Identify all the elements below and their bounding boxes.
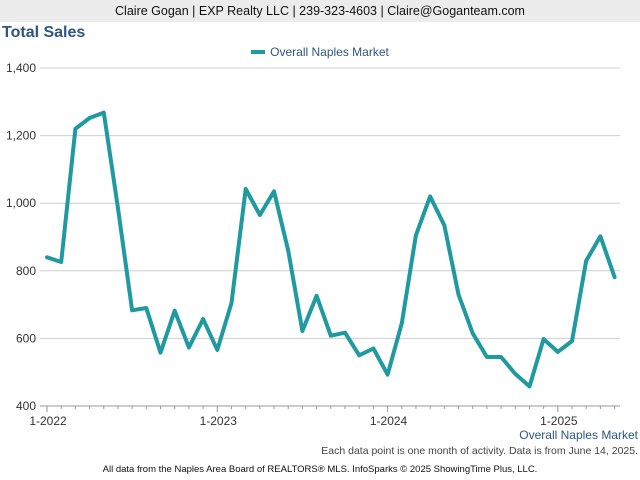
data-point [45, 255, 49, 260]
series-caption: Overall Naples Market [519, 428, 638, 442]
data-point [158, 350, 163, 355]
data-point [116, 206, 120, 211]
x-tick-label: 1-2024 [370, 414, 408, 428]
data-point [371, 346, 376, 351]
data-point [513, 372, 518, 376]
axis-layer: 400 600 800 1,000 1,200 1,400 1-2022 1-2023 1-20… [6, 61, 620, 428]
x-tick-label: 1-2023 [200, 414, 238, 428]
data-point [357, 353, 362, 358]
x-tick-label: 1-2022 [29, 414, 67, 428]
data-point [172, 308, 177, 313]
data-point [229, 301, 234, 305]
chart-title: Total Sales [2, 24, 86, 41]
y-tick-label: 1,000 [6, 196, 36, 210]
data-point [612, 275, 617, 280]
data-point [87, 116, 92, 120]
y-tick-label: 400 [16, 399, 36, 413]
data-point [470, 331, 475, 336]
data-point [314, 294, 319, 298]
series-layer [45, 110, 617, 389]
series-line [45, 110, 617, 389]
data-point [59, 260, 63, 264]
y-tick-label: 1,200 [6, 129, 36, 143]
data-point [300, 329, 305, 333]
data-point [201, 317, 205, 321]
data-point [541, 337, 546, 341]
x-tick-label: 1-2025 [540, 414, 578, 428]
data-point [442, 223, 447, 227]
data-point [102, 110, 106, 115]
data-point [400, 321, 404, 326]
legend-swatch [251, 49, 266, 54]
data-point [187, 345, 191, 350]
data-point [73, 127, 78, 131]
data-point [343, 330, 347, 335]
data-point [556, 350, 560, 354]
y-tick-label: 800 [16, 264, 36, 278]
data-point [414, 233, 418, 238]
data-point [456, 292, 461, 297]
data-point [499, 355, 503, 359]
data-point [485, 355, 489, 359]
data-point [570, 339, 574, 343]
data-point [584, 258, 588, 263]
data-point [428, 194, 432, 199]
footer-credit: All data from the Naples Area Board of R… [102, 464, 538, 475]
data-point [385, 372, 390, 377]
legend-label: Overall Naples Market [270, 45, 389, 59]
data-point [215, 348, 220, 352]
data-point [130, 308, 134, 313]
y-tick-label: 600 [16, 331, 36, 345]
grid-layer [40, 67, 620, 339]
data-point [329, 333, 333, 338]
data-point [272, 189, 276, 194]
legend: Overall Naples Market [0, 45, 640, 59]
data-point [243, 187, 248, 191]
data-note: Each data point is one month of activity… [321, 445, 638, 457]
y-tick-label: 1,400 [6, 61, 36, 75]
contact-header: Claire Gogan | EXP Realty LLC | 239-323-… [0, 0, 640, 22]
data-point [598, 234, 603, 239]
data-point [286, 248, 291, 253]
data-point [144, 306, 149, 310]
data-point [258, 213, 262, 217]
data-point [527, 384, 532, 389]
